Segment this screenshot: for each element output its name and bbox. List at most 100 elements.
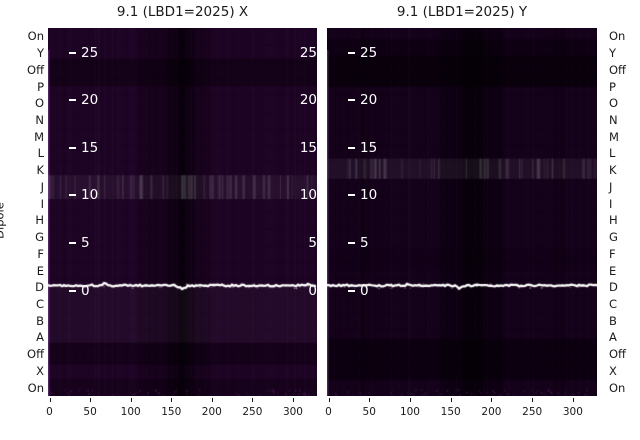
inner-tick-label: 0 [360, 282, 369, 299]
row-label-right: Off [609, 62, 626, 77]
row-label-right: A [609, 330, 617, 345]
inner-tick-dash [348, 289, 355, 292]
inner-tick-dash [69, 242, 76, 244]
row-label-right: D [609, 280, 618, 295]
row-label-left: Y [36, 46, 44, 61]
x-tick-label: 250 [522, 406, 543, 418]
x-tick-mark [49, 398, 51, 402]
row-label-right: On [609, 29, 626, 44]
x-tick-mark [328, 398, 330, 402]
row-label-right: F [609, 246, 616, 261]
row-label-left: P [37, 79, 44, 94]
x-tick-mark [450, 398, 452, 402]
row-label-right: L [609, 146, 616, 161]
x-tick-label: 50 [83, 406, 97, 418]
inner-tick-label-right: 0 [308, 282, 317, 299]
row-label-left: A [36, 330, 44, 345]
row-label-left: I [40, 196, 44, 211]
x-tick-label: 0 [46, 406, 53, 418]
row-label-right: E [609, 263, 617, 278]
panel-title: 9.1 (LBD1=2025) Y [396, 4, 528, 20]
row-label-right: J [609, 179, 613, 194]
inner-tick-dash [69, 99, 76, 102]
x-tick-label: 150 [440, 406, 461, 418]
inner-tick-label-right: 25 [299, 44, 317, 61]
row-label-right: Off [609, 347, 626, 362]
row-label-left: On [27, 380, 44, 395]
inner-tick-dash [69, 146, 76, 149]
inner-tick-label: 10 [360, 187, 378, 204]
x-tick-label: 250 [242, 406, 263, 418]
row-label-right: G [609, 230, 618, 245]
row-label-right: K [609, 163, 617, 178]
row-label-right: B [609, 313, 617, 328]
row-label-left: N [35, 112, 44, 127]
heatmap-canvas [48, 28, 317, 396]
row-label-left: C [35, 296, 44, 311]
row-label-left: Off [27, 347, 44, 362]
row-label-left: H [35, 213, 44, 228]
inner-tick-label-right: 20 [299, 92, 317, 109]
row-label-left: On [27, 29, 44, 44]
x-tick-mark [130, 398, 132, 402]
inner-tick-label: 25 [81, 44, 99, 61]
x-tick-mark [572, 398, 574, 402]
inner-tick-label: 0 [81, 282, 90, 299]
row-label-right: C [609, 296, 618, 311]
x-tick-label: 50 [362, 406, 376, 418]
inner-tick-label: 5 [360, 235, 369, 251]
inner-tick-dash [348, 99, 355, 102]
row-label-right: H [609, 213, 618, 228]
inner-tick-label-right: 15 [299, 139, 317, 156]
row-label-left: E [36, 263, 44, 278]
inner-tick-label: 20 [81, 92, 99, 109]
row-label-left: X [36, 363, 44, 378]
panel-title: 9.1 (LBD1=2025) X [116, 4, 249, 20]
inner-tick-dash [69, 194, 76, 197]
x-tick-label: 100 [120, 406, 141, 418]
inner-tick-dash [348, 194, 355, 197]
row-label-left: F [37, 246, 44, 261]
x-tick-mark [369, 398, 371, 402]
x-tick-label: 100 [399, 406, 420, 418]
inner-tick-label: 15 [360, 139, 378, 156]
x-tick-mark [90, 398, 92, 402]
inner-tick-dash [69, 289, 76, 292]
row-label-left: L [37, 146, 44, 161]
row-label-right: X [609, 363, 617, 378]
row-label-left: J [40, 179, 44, 194]
row-label-left: G [35, 230, 44, 245]
row-label-left: B [36, 313, 44, 328]
row-label-right: On [609, 380, 626, 395]
row-label-left: K [36, 163, 44, 178]
x-tick-mark [409, 398, 411, 402]
x-tick-mark [491, 398, 493, 402]
row-labels-right: On Y Off P O N M L K J I H G F E D C B A Off X On [609, 28, 639, 396]
heatmap-panel-x: 9.1 (LBD1=2025) X 25 25 20 20 15 15 10 10 5 5 0 0 0 5… [46, 4, 317, 418]
heatmap-panel-y: 9.1 (LBD1=2025) Y 25 20 15 10 5 0 0 50 100 150 200… [325, 4, 597, 418]
row-labels-left: On Y Off P O N M L K J I H G F E D C B A Off X On [0, 28, 44, 396]
heatmap-canvas [327, 28, 597, 396]
x-tick-mark [252, 398, 254, 402]
inner-tick-dash [69, 51, 76, 54]
inner-tick-label: 5 [81, 235, 90, 251]
x-tick-mark [292, 398, 294, 402]
inner-tick-dash [348, 51, 355, 54]
x-tick-label: 300 [282, 406, 303, 418]
row-label-left: M [34, 129, 44, 144]
row-label-left: Off [27, 62, 44, 77]
x-tick-mark [171, 398, 173, 402]
row-label-right: M [609, 129, 619, 144]
row-label-right: P [609, 79, 616, 94]
inner-tick-label-right: 10 [299, 187, 317, 204]
inner-tick-dash [348, 146, 355, 149]
x-tick-label: 300 [562, 406, 583, 418]
row-label-right: N [609, 112, 618, 127]
row-label-left: D [35, 280, 44, 295]
row-label-right: O [609, 96, 619, 111]
inner-tick-dash [348, 242, 355, 244]
x-tick-label: 200 [201, 406, 222, 418]
x-tick-label: 200 [481, 406, 502, 418]
x-tick-mark [211, 398, 213, 402]
